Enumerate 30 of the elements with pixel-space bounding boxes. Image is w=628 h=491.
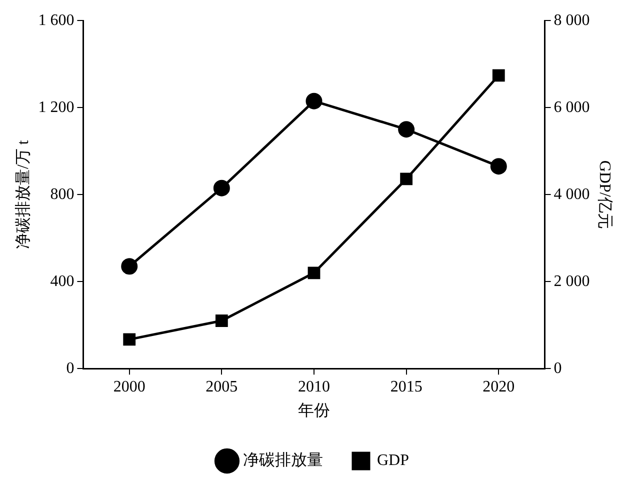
y-tick-label: 0 [66, 360, 74, 377]
x-tick-label: 2010 [298, 378, 330, 396]
x-tick-label: 2005 [206, 378, 238, 396]
point [121, 258, 138, 275]
legend-label: GDP [376, 452, 410, 470]
y2-axis-title: GDP/亿元 [596, 160, 614, 229]
point [490, 158, 507, 175]
x-tick-label: 2015 [390, 378, 422, 396]
y2-tick-label: 4 000 [554, 186, 590, 203]
y-tick-label: 1 200 [38, 98, 74, 116]
y2-tick-label: 0 [554, 360, 562, 377]
y2-tick-label: 8 000 [554, 12, 590, 29]
y-axis-title: 净碳排放量/万 t [14, 140, 32, 250]
point [398, 121, 415, 138]
x-tick-label: 2020 [482, 378, 515, 396]
y-tick-label: 400 [50, 272, 74, 290]
x-axis-title: 年份 [298, 402, 330, 420]
legend-label: 净碳排放量 [242, 451, 323, 470]
point [306, 92, 322, 110]
y2-tick-label: 6 000 [554, 98, 590, 116]
point [123, 333, 136, 346]
point [308, 266, 320, 280]
y-tick-label: 800 [50, 186, 74, 203]
x-tick-label: 2000 [113, 378, 146, 396]
point [400, 172, 413, 186]
point [492, 69, 505, 82]
y2-tick-label: 2 000 [554, 272, 590, 290]
y-tick-label: 1 600 [38, 12, 74, 29]
point [213, 180, 230, 196]
point [215, 314, 228, 327]
